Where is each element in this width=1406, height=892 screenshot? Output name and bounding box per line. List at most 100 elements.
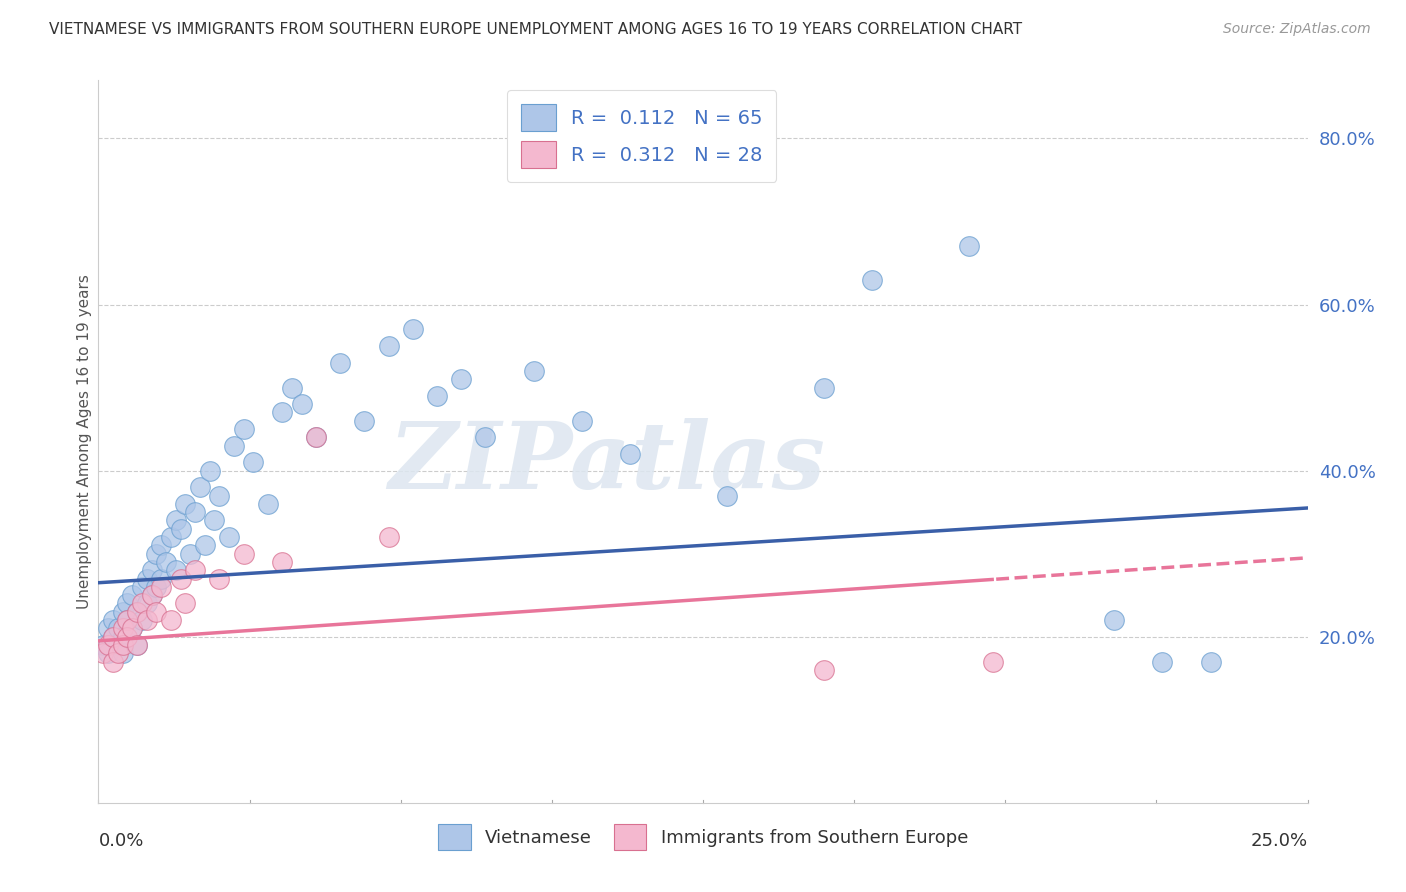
Point [135, 613, 157, 627]
Point [290, 397, 312, 411]
Point [121, 621, 143, 635]
Point [169, 522, 191, 536]
Point [165, 563, 187, 577]
Point [111, 638, 134, 652]
Point [135, 597, 157, 611]
Point [1152, 655, 1174, 669]
Point [222, 439, 245, 453]
Point [198, 464, 221, 478]
Text: 25.0%: 25.0% [1250, 831, 1308, 850]
Point [141, 588, 163, 602]
Point [127, 605, 149, 619]
Point [184, 563, 207, 577]
Point [377, 339, 399, 353]
Point [353, 414, 375, 428]
Legend: Vietnamese, Immigrants from Southern Europe: Vietnamese, Immigrants from Southern Eur… [429, 815, 977, 859]
Point [131, 597, 153, 611]
Point [271, 405, 294, 419]
Point [184, 505, 207, 519]
Point [208, 572, 231, 586]
Point [174, 497, 197, 511]
Point [145, 580, 167, 594]
Point [813, 663, 835, 677]
Point [218, 530, 240, 544]
Point [474, 430, 496, 444]
Point [101, 630, 124, 644]
Point [377, 530, 399, 544]
Point [91, 638, 114, 652]
Point [450, 372, 472, 386]
Point [305, 430, 328, 444]
Point [716, 489, 738, 503]
Point [145, 547, 167, 561]
Point [169, 572, 191, 586]
Point [111, 646, 134, 660]
Point [160, 530, 183, 544]
Point [174, 597, 197, 611]
Point [256, 497, 278, 511]
Text: Source: ZipAtlas.com: Source: ZipAtlas.com [1223, 22, 1371, 37]
Y-axis label: Unemployment Among Ages 16 to 19 years: Unemployment Among Ages 16 to 19 years [77, 274, 91, 609]
Point [97, 621, 120, 635]
Point [957, 239, 980, 253]
Point [813, 380, 835, 394]
Point [97, 638, 120, 652]
Point [208, 489, 231, 503]
Point [281, 380, 304, 394]
Point [1199, 655, 1222, 669]
Point [111, 630, 134, 644]
Point [402, 322, 425, 336]
Point [107, 646, 129, 660]
Point [121, 588, 143, 602]
Point [1102, 613, 1125, 627]
Point [117, 597, 139, 611]
Point [101, 655, 124, 669]
Text: 0.0%: 0.0% [98, 831, 143, 850]
Point [135, 572, 157, 586]
Point [619, 447, 641, 461]
Point [117, 630, 139, 644]
Point [329, 356, 352, 370]
Point [194, 538, 217, 552]
Point [127, 605, 149, 619]
Point [131, 613, 153, 627]
Point [141, 563, 163, 577]
Point [305, 430, 328, 444]
Point [145, 605, 167, 619]
Point [141, 588, 163, 602]
Text: VIETNAMESE VS IMMIGRANTS FROM SOUTHERN EUROPE UNEMPLOYMENT AMONG AGES 16 TO 19 Y: VIETNAMESE VS IMMIGRANTS FROM SOUTHERN E… [49, 22, 1022, 37]
Point [107, 638, 129, 652]
Point [150, 572, 173, 586]
Point [101, 630, 124, 644]
Point [232, 547, 254, 561]
Point [117, 613, 139, 627]
Point [91, 646, 114, 660]
Text: ZIPatlas: ZIPatlas [388, 418, 825, 508]
Point [242, 455, 264, 469]
Point [165, 513, 187, 527]
Point [150, 538, 173, 552]
Point [121, 621, 143, 635]
Point [107, 621, 129, 635]
Point [271, 555, 294, 569]
Point [571, 414, 593, 428]
Point [232, 422, 254, 436]
Point [426, 389, 449, 403]
Point [101, 613, 124, 627]
Point [97, 646, 120, 660]
Point [204, 513, 226, 527]
Point [127, 638, 149, 652]
Point [131, 580, 153, 594]
Point [160, 613, 183, 627]
Point [523, 364, 546, 378]
Point [981, 655, 1004, 669]
Point [111, 621, 134, 635]
Point [111, 605, 134, 619]
Point [155, 555, 177, 569]
Point [860, 272, 883, 286]
Point [127, 638, 149, 652]
Point [117, 613, 139, 627]
Point [179, 547, 201, 561]
Point [188, 480, 211, 494]
Point [150, 580, 173, 594]
